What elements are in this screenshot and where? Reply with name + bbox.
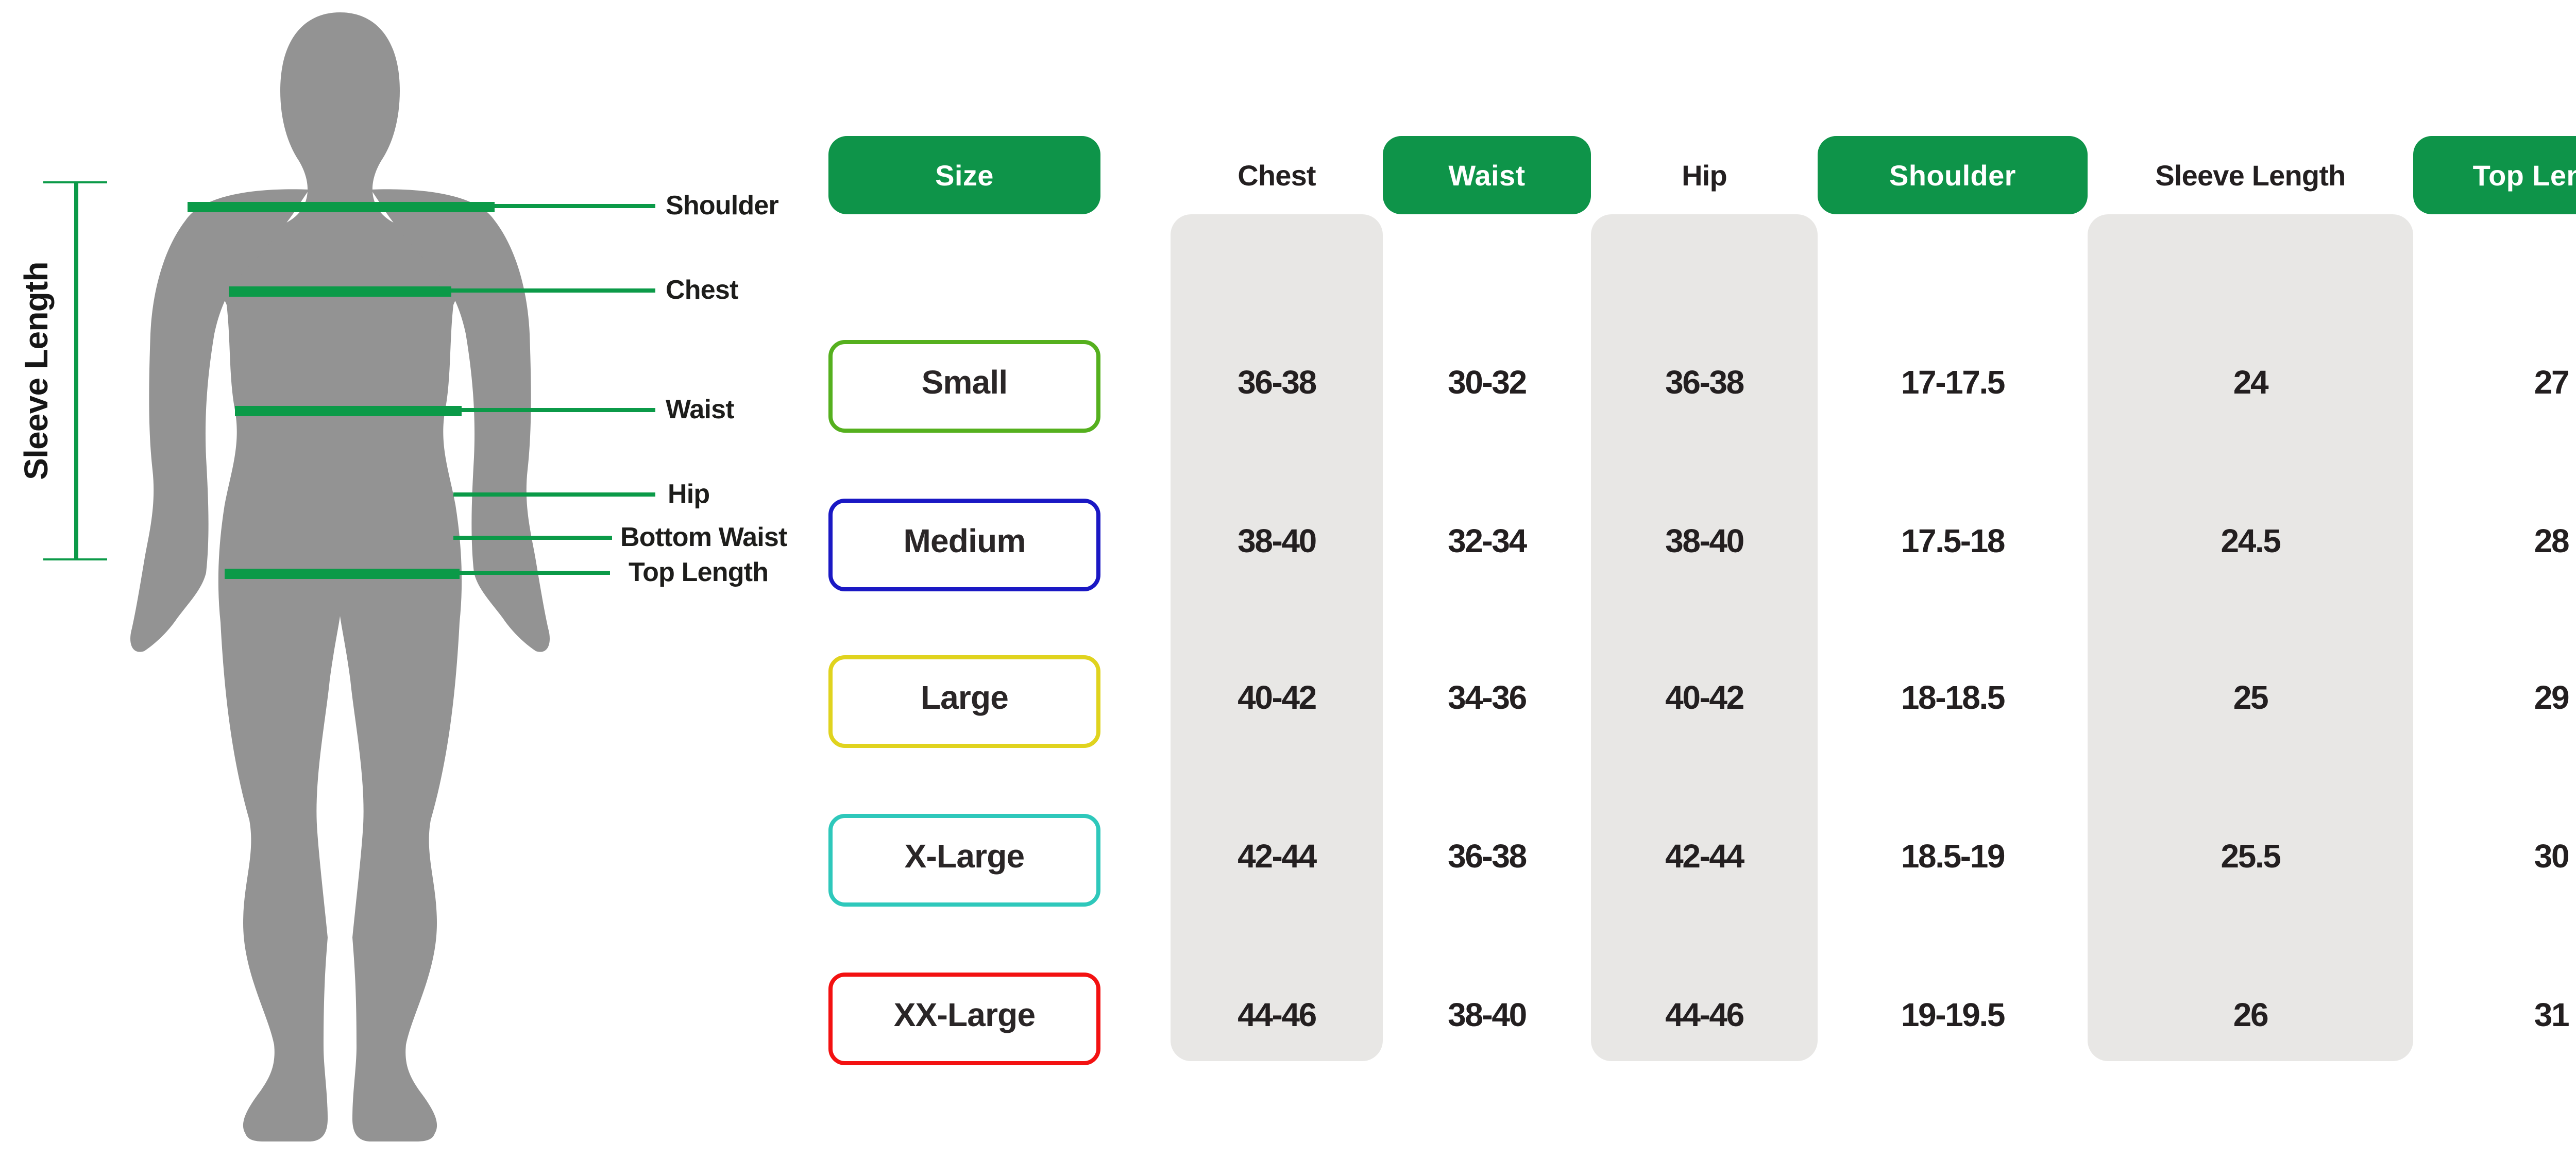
cell-hip-medium: 38-40 — [1665, 525, 1744, 560]
header-waist: Waist — [1383, 136, 1591, 214]
header-sleeve_length: Sleeve Length — [2155, 159, 2346, 192]
cell-sleeve_length-large: 25 — [2233, 682, 2269, 717]
top_length-measure-line — [225, 568, 460, 578]
cell-top_length-large: 29 — [2534, 682, 2570, 717]
cell-chest-x-large: 42-44 — [1238, 841, 1317, 876]
chest-label: Chest — [666, 274, 738, 305]
cell-top_length-medium: 28 — [2534, 525, 2570, 560]
size-button-x-large[interactable]: X-Large — [828, 813, 1100, 906]
cell-top_length-xx-large: 31 — [2534, 999, 2570, 1034]
shoulder-label: Shoulder — [666, 190, 779, 220]
size-button-xx-large[interactable]: XX-Large — [828, 971, 1100, 1064]
silhouette-left-arm — [130, 189, 309, 652]
sleeve-bracket-vertical-line — [74, 181, 78, 560]
header-top_length: Top Length — [2413, 136, 2576, 214]
size-button-small[interactable]: Small — [828, 339, 1100, 432]
sleeve-bracket-top-tick — [43, 180, 107, 184]
cell-sleeve_length-x-large: 25.5 — [2221, 841, 2281, 876]
cell-hip-small: 36-38 — [1665, 367, 1744, 402]
cell-waist-medium: 32-34 — [1448, 525, 1527, 560]
cell-shoulder-large: 18-18.5 — [1901, 682, 2006, 717]
cell-waist-large: 34-36 — [1448, 682, 1527, 717]
hip-measure-leader-line — [453, 492, 655, 497]
top_length-label: Top Length — [629, 556, 769, 587]
cell-sleeve_length-xx-large: 26 — [2233, 999, 2269, 1034]
waist-measure-line — [235, 405, 462, 415]
waist-measure-leader-line — [462, 408, 655, 412]
cell-chest-large: 40-42 — [1238, 682, 1317, 717]
cell-sleeve_length-medium: 24.5 — [2221, 525, 2281, 560]
cell-chest-small: 36-38 — [1238, 367, 1317, 402]
column-background-hip — [1591, 214, 1818, 1061]
column-background-chest — [1171, 214, 1383, 1061]
cell-waist-x-large: 36-38 — [1448, 841, 1527, 876]
top_length-measure-leader-line — [460, 571, 610, 575]
chest-measure-line — [229, 285, 451, 296]
cell-shoulder-x-large: 18.5-19 — [1901, 841, 2006, 876]
cell-shoulder-medium: 17.5-18 — [1901, 525, 2006, 560]
size-button-large[interactable]: Large — [828, 654, 1100, 747]
cell-hip-large: 40-42 — [1665, 682, 1744, 717]
cell-hip-xx-large: 44-46 — [1665, 999, 1744, 1034]
header-shoulder: Shoulder — [1818, 136, 2088, 214]
cell-top_length-small: 27 — [2534, 367, 2570, 402]
cell-hip-x-large: 42-44 — [1665, 841, 1744, 876]
bottom_waist-measure-leader-line — [453, 536, 612, 540]
hip-label: Hip — [668, 478, 710, 509]
size-button-medium[interactable]: Medium — [828, 498, 1100, 590]
cell-waist-xx-large: 38-40 — [1448, 999, 1527, 1034]
cell-sleeve_length-small: 24 — [2233, 367, 2269, 402]
chest-measure-leader-line — [451, 288, 655, 293]
cell-shoulder-small: 17-17.5 — [1901, 367, 2006, 402]
bottom_waist-label: Bottom Waist — [620, 521, 787, 552]
shoulder-measure-line — [188, 201, 495, 211]
header-hip: Hip — [1682, 159, 1727, 192]
cell-waist-small: 30-32 — [1448, 367, 1527, 402]
column-background-sleeve_length — [2088, 214, 2413, 1061]
waist-label: Waist — [666, 394, 735, 424]
cell-top_length-x-large: 30 — [2534, 841, 2570, 876]
sleeve-bracket-bottom-tick — [43, 557, 107, 561]
cell-chest-medium: 38-40 — [1238, 525, 1317, 560]
cell-shoulder-xx-large: 19-19.5 — [1901, 999, 2006, 1034]
header-chest: Chest — [1238, 159, 1316, 192]
sleeve-length-label: Sleeve Length — [21, 262, 56, 480]
shoulder-measure-leader-line — [495, 204, 655, 208]
header-size: Size — [828, 136, 1100, 214]
cell-chest-xx-large: 44-46 — [1238, 999, 1317, 1034]
